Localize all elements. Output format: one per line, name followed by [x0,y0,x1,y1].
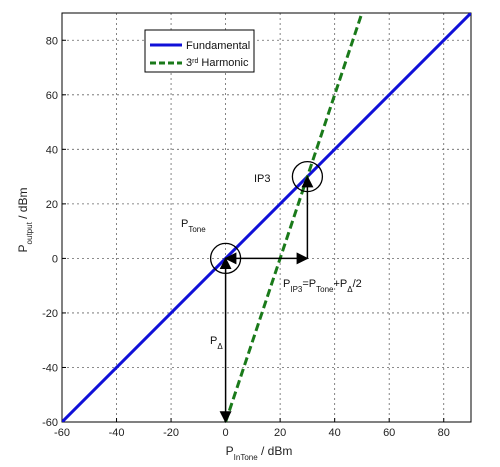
series-line-3rd-harmonic [224,13,364,422]
ip3-label: IP3 [254,173,271,185]
axis-ticks: -60 -40 -20 0 20 40 60 80 -60 -40 -20 0 20 40 60 80 [42,35,450,439]
y-tick-label: -40 [42,362,58,374]
y-tick-label: 40 [46,144,58,156]
x-tick-label: -60 [54,427,70,439]
x-tick-label: -20 [163,427,179,439]
y-tick-label: 20 [46,199,58,211]
y-tick-label: -60 [42,417,58,429]
pdelta-label: PΔ [210,335,223,351]
annotation-marks [209,160,324,424]
legend-box [144,29,255,73]
x-tick-label: 20 [274,427,286,439]
x-axis-label: PInTone / dBm [226,444,293,462]
x-tick-label: -40 [109,427,125,439]
series-line-fundamental [62,13,471,422]
ip3-formula: PIP3=PTone+PΔ/2 [283,278,362,294]
y-tick-label: 80 [46,35,58,47]
x-tick-label: 60 [383,427,395,439]
y-axis-label: Poutput / dBm [16,188,34,253]
y-tick-label: 60 [46,90,58,102]
legend-label-fundamental: Fundamental [186,40,250,52]
x-tick-label: 80 [438,427,450,439]
x-tick-label: 40 [329,427,341,439]
ptone-label: PTone [181,218,206,234]
legend: Fundamental 3rd Harmonic [144,29,255,73]
plot-frame [61,12,472,423]
y-tick-label: 0 [52,253,58,265]
series-lines [62,13,471,422]
y-tick-label: -20 [42,308,58,320]
legend-label-harmonic: 3rd Harmonic [186,57,249,69]
x-tick-label: 0 [223,427,229,439]
